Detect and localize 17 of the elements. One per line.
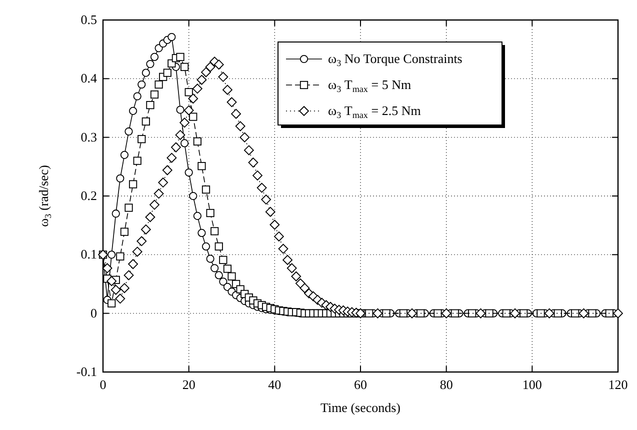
y-tick-label: 0.5	[80, 12, 97, 27]
y-tick-label: 0	[90, 305, 97, 320]
y-tick-label: 0.1	[80, 246, 97, 262]
x-tick-label: 40	[268, 377, 282, 392]
x-tick-label: 120	[608, 377, 628, 392]
x-tick-label: 80	[440, 377, 453, 392]
y-tick-label: 0.3	[80, 129, 97, 144]
x-tick-label: 100	[522, 377, 542, 392]
y-tick-label: 0.2	[80, 188, 97, 203]
x-tick-label: 20	[182, 377, 196, 392]
x-tick-label: 60	[354, 377, 367, 392]
legend-label: ω$_{3}$ T$_{max}$ = 2.5 Nm	[328, 103, 421, 120]
y-tick-label: -0.1	[76, 364, 97, 379]
x-axis-title: Time (seconds)	[320, 400, 401, 415]
legend-label: ω$_{3}$ T$_{max}$ = 5 Nm	[328, 77, 412, 94]
legend-label: ω$_{3}$ No Torque Constraints	[328, 51, 462, 68]
y-tick-label: 0.4	[80, 70, 98, 86]
